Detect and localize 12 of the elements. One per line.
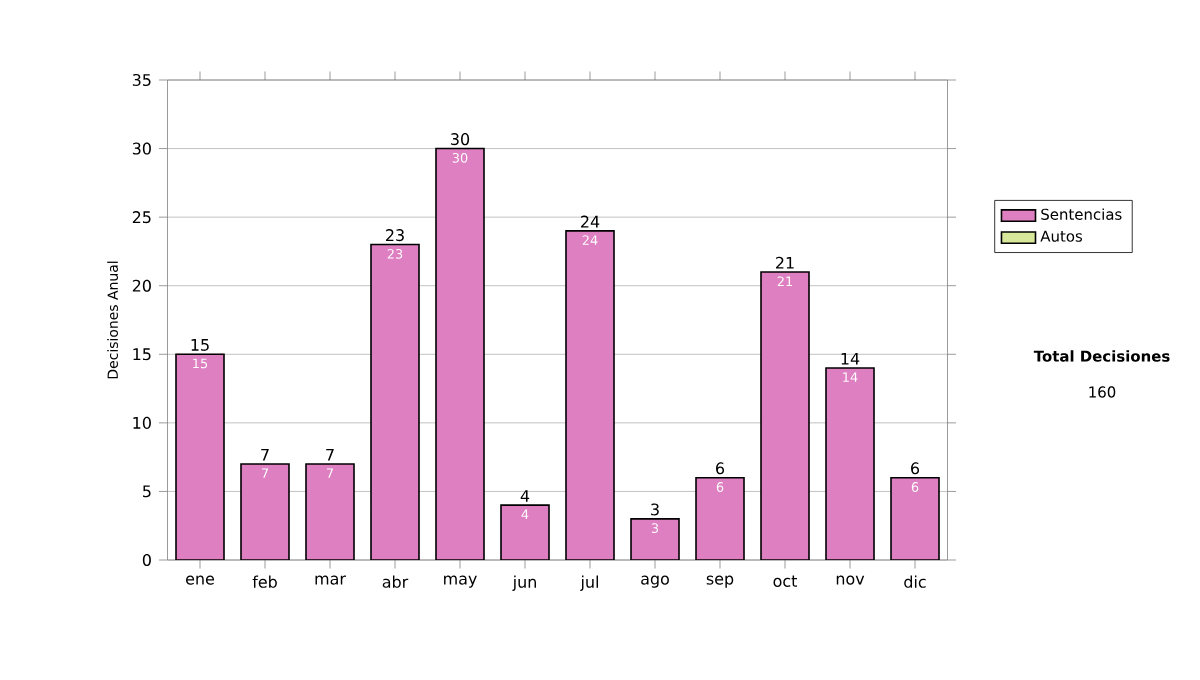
bar xyxy=(371,244,419,560)
bar xyxy=(631,518,680,560)
bar xyxy=(306,464,354,560)
bar xyxy=(176,354,224,560)
bar xyxy=(761,272,810,560)
bar xyxy=(696,477,745,560)
bar xyxy=(890,476,940,560)
bar xyxy=(501,505,549,560)
bar xyxy=(436,148,484,560)
bar xyxy=(241,464,289,560)
bar xyxy=(566,230,615,560)
bar xyxy=(826,368,875,560)
